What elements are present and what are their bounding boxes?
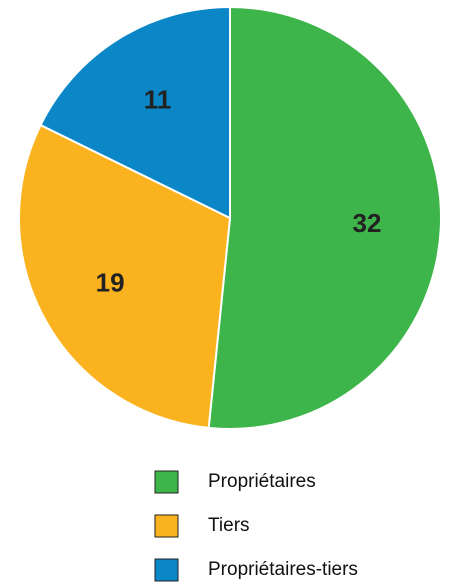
slice-label: 32 — [353, 208, 382, 238]
legend-swatch — [154, 558, 179, 582]
legend-label: Tiers — [208, 515, 250, 536]
legend-label: Propriétaires — [208, 471, 316, 492]
legend-label: Propriétaires-tiers — [208, 559, 358, 580]
slice-label: 11 — [144, 84, 172, 114]
pie-slice — [207, 5, 442, 430]
legend-swatch — [154, 514, 179, 538]
legend-swatch — [154, 470, 179, 494]
slice-label: 19 — [96, 267, 125, 297]
pie-slice — [39, 5, 231, 220]
pie-slice — [18, 123, 232, 430]
